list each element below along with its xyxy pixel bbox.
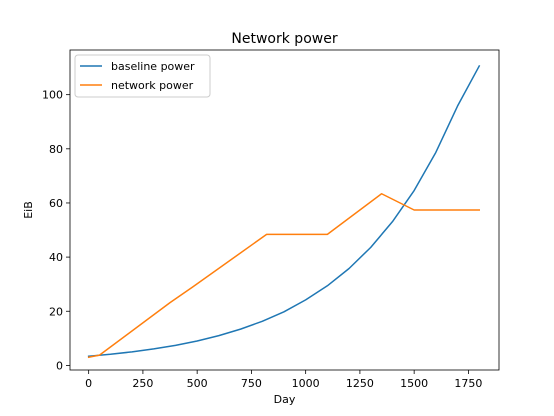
- x-tick-label-1500: 1500: [400, 377, 428, 390]
- series-layer: [87, 64, 481, 359]
- x-tick-label-0: 0: [85, 377, 92, 390]
- x-tick-label-500: 500: [187, 377, 208, 390]
- legend: baseline power network power: [74, 54, 211, 98]
- series-line-network-power: [87, 193, 480, 359]
- axes-frame: [69, 49, 500, 371]
- x-tick-label-1250: 1250: [346, 377, 374, 390]
- x-tick-label-1000: 1000: [292, 377, 320, 390]
- plot-area: [69, 49, 500, 371]
- y-tick-label-60: 60: [49, 197, 63, 210]
- legend-label-baseline-power: baseline power: [111, 60, 195, 73]
- legend-entries: baseline power network power: [80, 60, 195, 92]
- legend-box: [74, 54, 211, 98]
- x-axis-label: Day: [274, 393, 296, 406]
- y-tick-label-20: 20: [49, 305, 63, 318]
- y-tick-label-0: 0: [56, 359, 63, 372]
- chart-title: Network power: [231, 31, 337, 47]
- y-tick-label-40: 40: [49, 251, 63, 264]
- y-axis: 0 20 40 60 80 100: [42, 89, 70, 372]
- x-tick-label-250: 250: [132, 377, 153, 390]
- legend-label-network-power: network power: [111, 79, 194, 92]
- x-axis: 0 250 500 750 1000 1250 1500 1750: [85, 370, 482, 390]
- series-line-baseline-power: [87, 64, 481, 358]
- y-tick-label-80: 80: [49, 143, 63, 156]
- y-axis-label: EiB: [22, 201, 35, 219]
- x-tick-label-750: 750: [241, 377, 262, 390]
- x-tick-label-1750: 1750: [454, 377, 482, 390]
- y-tick-label-100: 100: [42, 89, 63, 102]
